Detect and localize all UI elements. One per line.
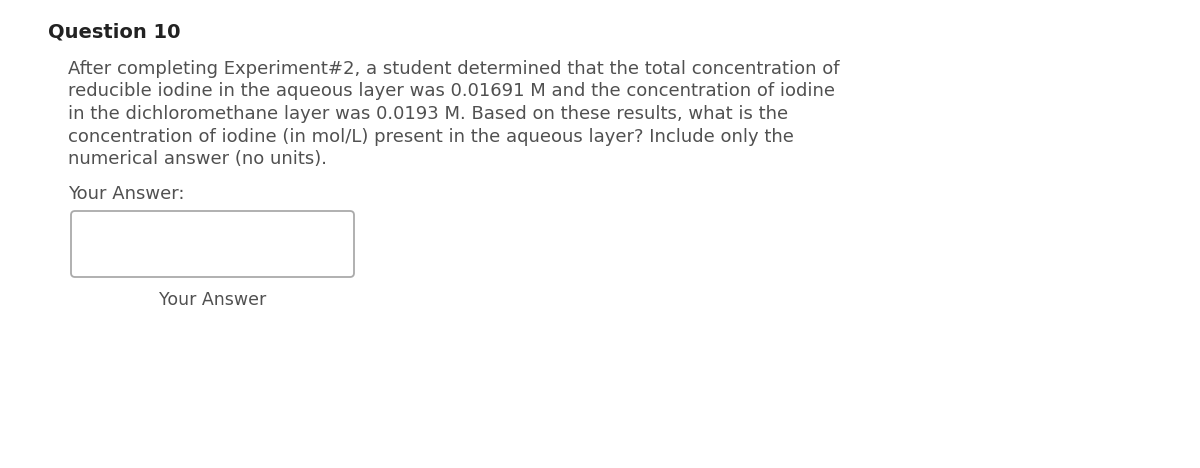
Text: reducible iodine in the aqueous layer was 0.01691 M and the concentration of iod: reducible iodine in the aqueous layer wa… — [68, 82, 835, 101]
Text: numerical answer (no units).: numerical answer (no units). — [68, 150, 326, 168]
Text: in the dichloromethane layer was 0.0193 M. Based on these results, what is the: in the dichloromethane layer was 0.0193 … — [68, 105, 788, 123]
FancyBboxPatch shape — [71, 211, 354, 277]
Text: After completing Experiment#2, a student determined that the total concentration: After completing Experiment#2, a student… — [68, 60, 840, 78]
Text: concentration of iodine (in mol/L) present in the aqueous layer? Include only th: concentration of iodine (in mol/L) prese… — [68, 127, 794, 146]
Text: Your Answer:: Your Answer: — [68, 185, 185, 203]
Text: Your Answer: Your Answer — [158, 291, 266, 309]
Text: Question 10: Question 10 — [48, 23, 180, 42]
